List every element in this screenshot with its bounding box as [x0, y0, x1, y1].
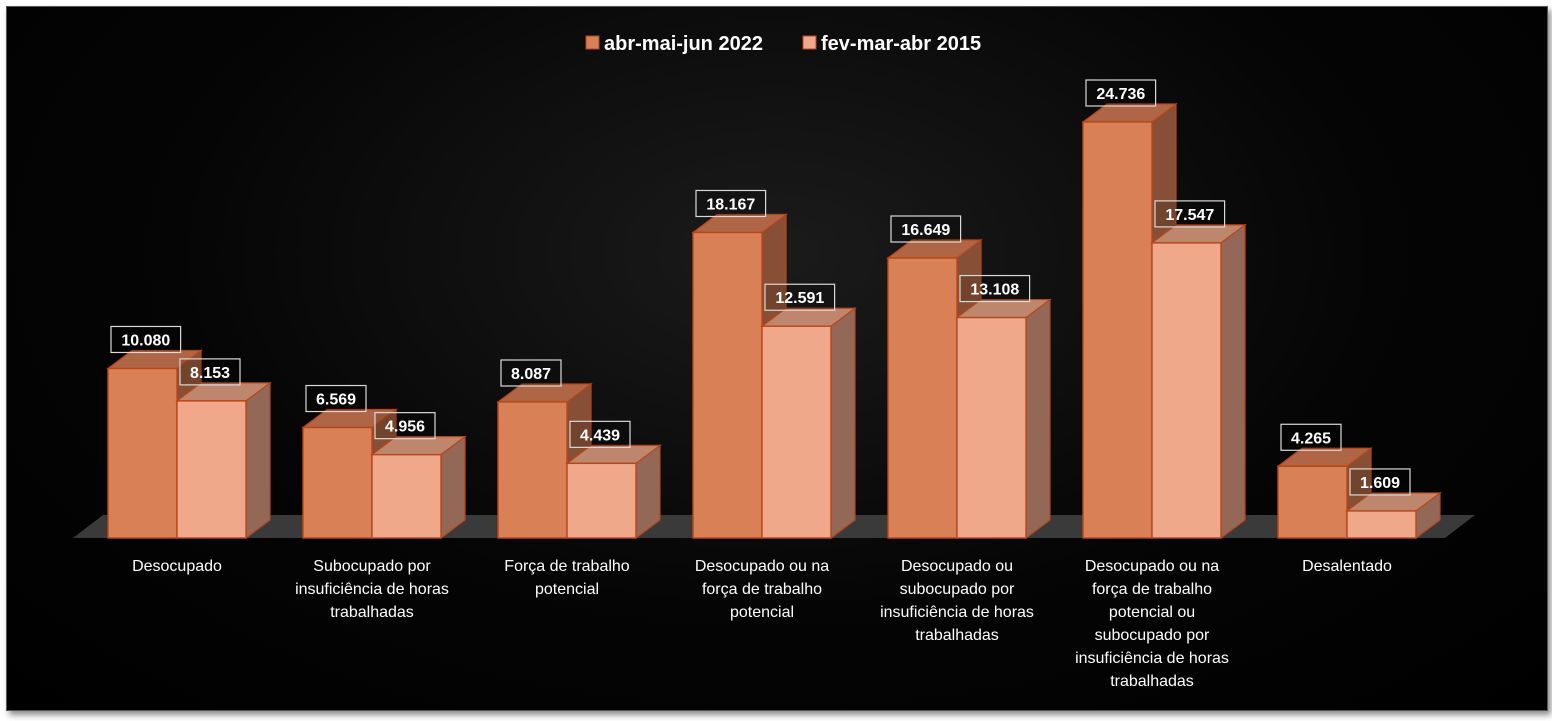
bar-front-s1-5 — [887, 257, 958, 539]
legend-item-1: abr-mai-jun 2022 — [585, 33, 763, 55]
bar-s2-1 — [175, 381, 272, 540]
data-label-s2-7: 1.609 — [1349, 468, 1411, 496]
bar-side-s2-1 — [245, 381, 271, 540]
category-label-3: Força de trabalho potencial — [504, 558, 630, 598]
bar-side-s2-5 — [1025, 298, 1051, 540]
data-label-s1-5: 16.649 — [890, 215, 962, 243]
data-label-s2-1: 8.153 — [179, 358, 241, 386]
bar-front-s1-7 — [1277, 465, 1348, 539]
data-label-s1-3: 8.087 — [500, 359, 562, 387]
bar-s2-4 — [760, 307, 857, 540]
bar-front-s2-2 — [371, 453, 442, 539]
data-label-s1-1: 10.080 — [110, 325, 182, 354]
legend-label-2: fev-mar-abr 2015 — [821, 33, 981, 55]
bar-front-s2-7 — [1346, 510, 1417, 539]
data-label-s1-6: 24.736 — [1085, 79, 1157, 107]
data-label-text-s1-7: 4.265 — [1291, 430, 1331, 447]
bar-side-s2-6 — [1220, 223, 1246, 540]
bar-front-s2-5 — [956, 316, 1027, 539]
data-label-text-s2-7: 1.609 — [1360, 475, 1400, 492]
data-label-text-s1-6: 24.736 — [1096, 86, 1145, 103]
data-label-s1-7: 4.265 — [1280, 423, 1342, 451]
bar-front-s2-6 — [1151, 242, 1222, 539]
bar-front-s1-6 — [1082, 121, 1153, 539]
data-labels: 10.080 8.153 6.569 4.956 8.087 4.439 18.167 12.… — [110, 79, 1411, 496]
category-label-7: Desalentado — [1302, 558, 1392, 575]
category-label-1: Desocupado — [132, 558, 222, 575]
category-label-5: Desocupado ou subocupado por insuficiênc… — [880, 558, 1034, 644]
bar-s2-2 — [370, 435, 467, 540]
bar-front-s2-3 — [566, 462, 637, 539]
legend-item-2: fev-mar-abr 2015 — [802, 33, 981, 55]
data-label-s1-2: 6.569 — [305, 384, 367, 413]
legend: abr-mai-jun 2022 fev-mar-abr 2015 — [585, 33, 981, 55]
data-label-text-s2-1: 8.153 — [190, 365, 230, 382]
legend-swatch-1 — [585, 35, 600, 50]
data-label-text-s1-3: 8.087 — [511, 366, 551, 383]
category-label-2: Subocupado por insuficiência de horas tr… — [295, 558, 449, 621]
category-label-6: Desocupado ou na força de trabalho poten… — [1075, 558, 1229, 690]
data-label-s2-6: 17.547 — [1154, 200, 1226, 228]
bar-front-s1-3 — [497, 401, 568, 539]
chart-svg: abr-mai-jun 2022 fev-mar-abr 2015 10.080 8… — [73, 33, 1475, 540]
data-label-text-s2-3: 4.439 — [580, 427, 620, 444]
data-label-s2-4: 12.591 — [764, 283, 836, 311]
data-label-text-s2-5: 13.108 — [970, 282, 1019, 299]
data-label-s2-3: 4.439 — [569, 420, 631, 448]
data-label-s1-4: 18.167 — [695, 189, 767, 218]
bar-front-s1-4 — [692, 231, 763, 539]
data-label-s2-2: 4.956 — [374, 412, 436, 440]
bars — [106, 102, 1442, 540]
bar-side-s2-4 — [830, 307, 856, 540]
data-label-text-s2-2: 4.956 — [385, 419, 425, 436]
bar-s1-3 — [496, 382, 593, 540]
bar-s2-7 — [1345, 491, 1442, 540]
bar-s2-6 — [1150, 223, 1247, 540]
data-label-text-s1-1: 10.080 — [121, 332, 170, 349]
bar-front-s2-4 — [761, 325, 832, 539]
category-label-4: Desocupado ou na força de trabalho poten… — [694, 558, 830, 621]
legend-label-1: abr-mai-jun 2022 — [604, 33, 763, 55]
data-label-s2-5: 13.108 — [959, 274, 1031, 303]
bar-front-s1-2 — [302, 426, 373, 539]
chart-frame: abr-mai-jun 2022 fev-mar-abr 2015 10.080 8… — [6, 6, 1548, 711]
bar-s2-3 — [565, 444, 662, 540]
bar-front-s1-1 — [107, 367, 178, 539]
data-label-text-s1-2: 6.569 — [316, 392, 356, 409]
data-label-text-s2-4: 12.591 — [775, 290, 824, 307]
bar-s2-5 — [955, 298, 1052, 540]
data-label-text-s1-5: 16.649 — [901, 222, 950, 239]
legend-swatch-2 — [802, 35, 817, 50]
data-label-text-s1-4: 18.167 — [706, 196, 755, 213]
data-label-text-s2-6: 17.547 — [1165, 207, 1214, 224]
bar-front-s2-1 — [176, 400, 247, 539]
